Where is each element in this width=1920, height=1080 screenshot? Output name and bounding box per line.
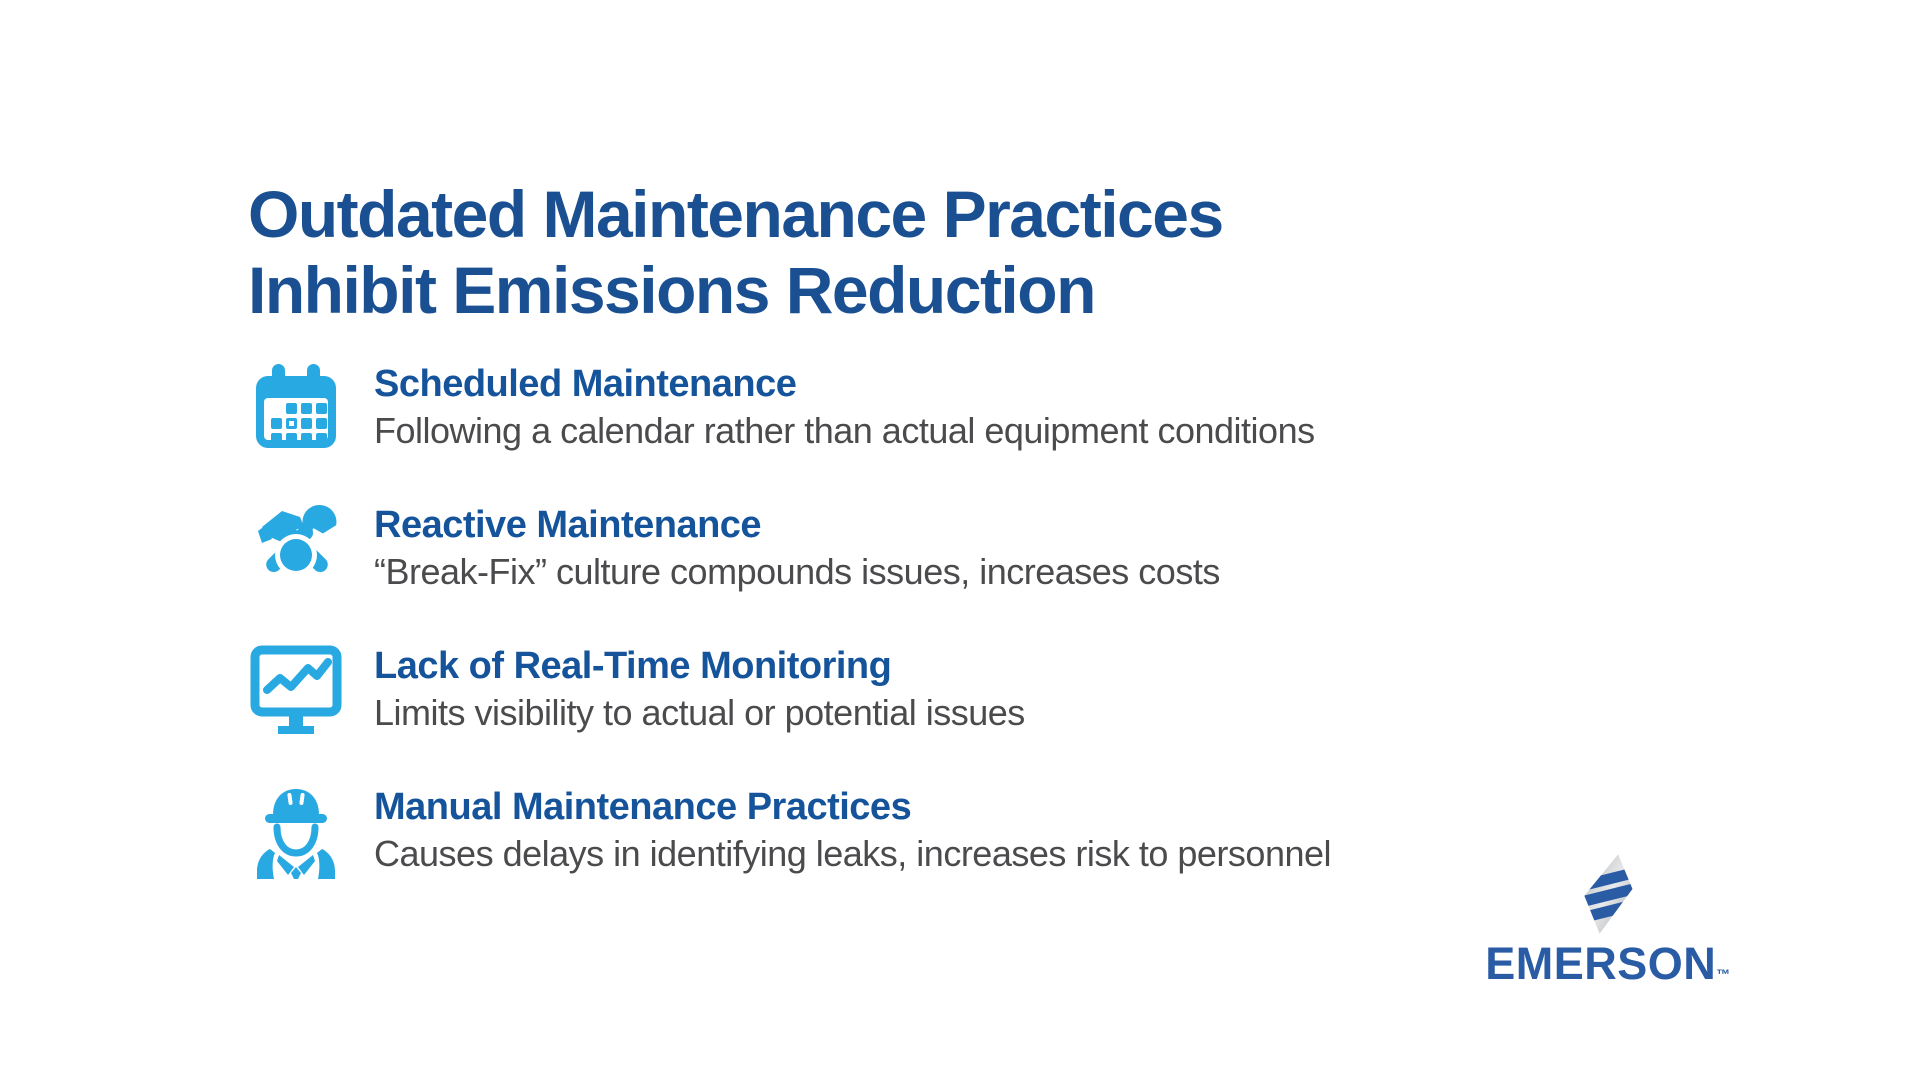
page-title: Outdated Maintenance Practices Inhibit E…: [248, 176, 1224, 328]
item-description: “Break-Fix” culture compounds issues, in…: [374, 551, 1220, 592]
item-description: Limits visibility to actual or potential…: [374, 692, 1025, 733]
hammer-wrench-icon: [248, 501, 344, 597]
list-item-reactive-maintenance: Reactive Maintenance “Break-Fix” culture…: [248, 501, 1698, 600]
list-item-manual-maintenance: Manual Maintenance Practices Causes dela…: [248, 783, 1698, 882]
emerson-wordmark: EMERSON™: [1485, 938, 1731, 989]
item-text: Lack of Real-Time Monitoring Limits visi…: [374, 642, 1025, 736]
item-text: Manual Maintenance Practices Causes dela…: [374, 783, 1332, 877]
item-text: Scheduled Maintenance Following a calend…: [374, 360, 1315, 454]
list-item-scheduled-maintenance: Scheduled Maintenance Following a calend…: [248, 360, 1698, 459]
item-description: Causes delays in identifying leaks, incr…: [374, 833, 1332, 874]
item-heading: Lack of Real-Time Monitoring: [374, 645, 892, 687]
item-description: Following a calendar rather than actual …: [374, 410, 1315, 451]
item-heading: Reactive Maintenance: [374, 504, 762, 546]
item-text: Reactive Maintenance “Break-Fix” culture…: [374, 501, 1220, 595]
page-title-line2: Inhibit Emissions Reduction: [248, 253, 1096, 327]
page-title-line1: Outdated Maintenance Practices: [248, 177, 1224, 251]
item-heading: Scheduled Maintenance: [374, 363, 797, 405]
emerson-diamond-icon: [1584, 854, 1633, 934]
item-heading: Manual Maintenance Practices: [374, 786, 912, 828]
worker-hard-hat-icon: [248, 783, 344, 879]
emerson-logo: EMERSON™: [1478, 852, 1738, 990]
calendar-icon: [248, 360, 344, 456]
trademark-symbol: ™: [1716, 966, 1731, 982]
item-list: Scheduled Maintenance Following a calend…: [248, 360, 1698, 882]
list-item-real-time-monitoring: Lack of Real-Time Monitoring Limits visi…: [248, 642, 1698, 741]
monitor-chart-icon: [248, 642, 344, 738]
